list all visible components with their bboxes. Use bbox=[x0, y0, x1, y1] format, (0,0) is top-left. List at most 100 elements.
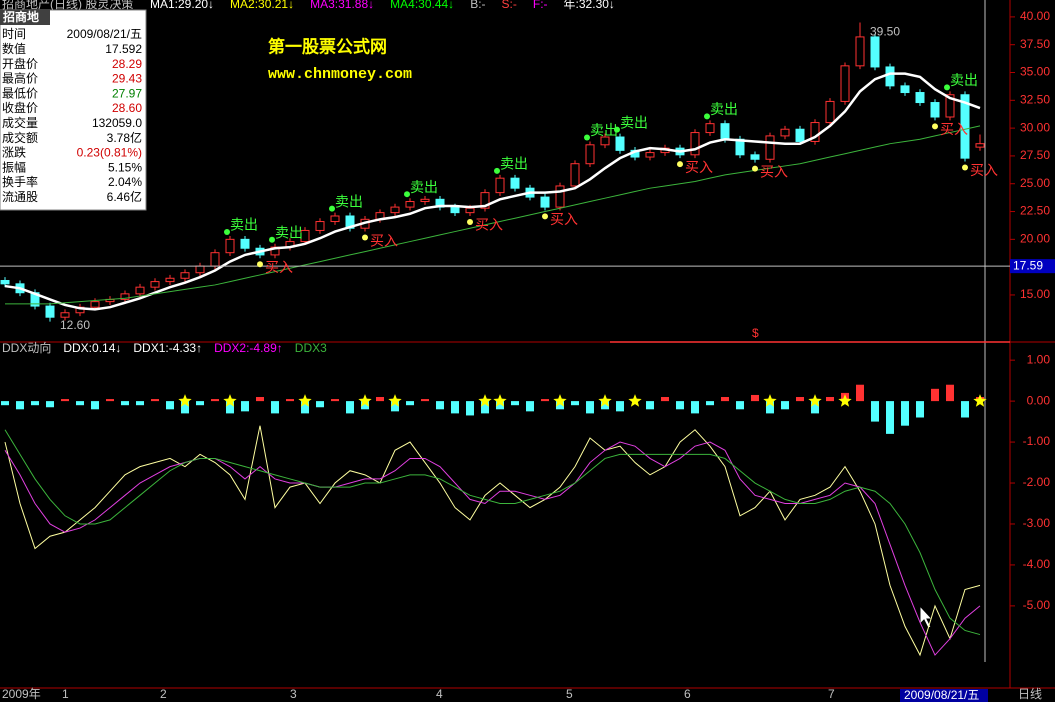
ddx-bar bbox=[331, 399, 339, 402]
ddx-bar bbox=[571, 401, 579, 406]
ddx-bar bbox=[301, 401, 309, 414]
info-value: 3.78亿 bbox=[107, 130, 142, 145]
header-title: 招商地产(日线) 股灵决策 bbox=[2, 0, 133, 11]
ddx-bar bbox=[886, 401, 894, 434]
sell-signal: 卖出 bbox=[500, 156, 528, 172]
ddx-bar bbox=[406, 401, 414, 406]
ddx-star bbox=[763, 394, 777, 407]
ddx-bar bbox=[451, 401, 459, 414]
ddx-bar bbox=[751, 394, 759, 402]
ddx-star bbox=[223, 394, 237, 407]
y-tick-label: -1.00 bbox=[1023, 434, 1051, 448]
ddx-bar bbox=[811, 401, 819, 414]
info-value: 17.592 bbox=[105, 42, 142, 56]
info-panel bbox=[0, 9, 147, 211]
indicator-line bbox=[5, 125, 981, 305]
y-tick-label: 20.00 bbox=[1020, 232, 1050, 246]
candle-body bbox=[225, 238, 235, 254]
header-item: MA1:29.20↓ bbox=[150, 0, 214, 11]
ddx-star bbox=[298, 394, 312, 407]
time-month: 6 bbox=[684, 687, 691, 701]
ddx-star bbox=[838, 394, 852, 407]
buy-icon bbox=[932, 123, 938, 130]
ddx-bar bbox=[376, 397, 384, 402]
ddx-bar bbox=[796, 397, 804, 402]
candle-body bbox=[795, 128, 805, 142]
candle-body bbox=[690, 132, 700, 156]
ddx-star bbox=[178, 394, 192, 407]
info-value: 2009/08/21/五 bbox=[67, 27, 142, 41]
candle-body bbox=[555, 185, 565, 208]
candle-body bbox=[915, 92, 925, 104]
info-label: 最高价 bbox=[2, 71, 38, 86]
candle-body bbox=[150, 281, 160, 288]
time-month: 2 bbox=[160, 687, 167, 701]
sell-icon bbox=[329, 205, 335, 212]
ddx-bar bbox=[901, 401, 909, 426]
y-tick-label: -3.00 bbox=[1023, 516, 1051, 530]
buy-signal: 买入 bbox=[940, 121, 968, 137]
ddx-bar bbox=[946, 384, 954, 402]
info-value: 27.97 bbox=[112, 86, 142, 100]
candle-body bbox=[825, 100, 835, 124]
ddx-star bbox=[808, 394, 822, 407]
ddx-star bbox=[478, 394, 492, 407]
y-tick-label: 40.00 bbox=[1020, 9, 1050, 23]
time-month: 5 bbox=[566, 687, 573, 701]
indicator-line bbox=[4, 441, 981, 656]
sell-signal: 卖出 bbox=[590, 122, 618, 138]
ddx-header: DDX2:-4.89↑ bbox=[214, 341, 283, 355]
header-item: MA3:31.88↓ bbox=[310, 0, 374, 11]
y-tick-label: 15.00 bbox=[1020, 287, 1050, 301]
y-tick-label: 32.50 bbox=[1020, 92, 1050, 106]
candle-body bbox=[120, 293, 130, 300]
candle-body bbox=[330, 215, 340, 223]
buy-icon bbox=[467, 218, 473, 225]
ddx-bar bbox=[706, 401, 714, 406]
ddx-bar bbox=[106, 399, 114, 402]
time-month: 1 bbox=[62, 687, 69, 701]
signal-mark: $ bbox=[752, 326, 759, 340]
time-date: 2009/08/21/五 bbox=[904, 688, 979, 702]
y-tick-label: 35.00 bbox=[1020, 65, 1050, 79]
sell-icon bbox=[704, 113, 710, 120]
buy-signal: 买入 bbox=[685, 159, 713, 175]
ddx-star bbox=[358, 394, 372, 407]
candle-body bbox=[450, 206, 460, 214]
ddx-bar bbox=[286, 399, 294, 402]
sell-signal: 卖出 bbox=[710, 101, 738, 117]
candle-body bbox=[570, 163, 580, 187]
ddx-star bbox=[388, 394, 402, 407]
time-period: 日线 bbox=[1018, 687, 1042, 701]
indicator-line bbox=[4, 425, 981, 657]
ddx-star bbox=[973, 394, 987, 407]
ddx-bar bbox=[361, 401, 369, 410]
y-tick-label: 22.50 bbox=[1020, 204, 1050, 218]
info-value: 132059.0 bbox=[92, 116, 142, 130]
ddx-bar bbox=[196, 401, 204, 406]
ddx-bar bbox=[256, 397, 264, 402]
header-item: F:- bbox=[533, 0, 548, 11]
sell-icon bbox=[614, 126, 620, 133]
candle-body bbox=[930, 102, 940, 118]
info-value: 2.04% bbox=[108, 175, 142, 189]
ddx-bar bbox=[421, 399, 429, 402]
info-label: 成交额 bbox=[2, 130, 38, 145]
ddx-bar bbox=[586, 401, 594, 414]
ddx-bar bbox=[691, 401, 699, 414]
ddx-bar bbox=[931, 388, 939, 402]
ddx-bar bbox=[826, 397, 834, 402]
candle-body bbox=[210, 252, 220, 267]
candle-body bbox=[165, 277, 175, 283]
ddx-bar bbox=[646, 401, 654, 410]
ddx-bar bbox=[466, 401, 474, 416]
ddx-bar bbox=[556, 401, 564, 410]
ddx-bar bbox=[121, 401, 129, 406]
info-label: 成交量 bbox=[2, 115, 38, 130]
header-item: B:- bbox=[470, 0, 485, 11]
buy-signal: 买入 bbox=[475, 217, 503, 233]
candle-body bbox=[840, 65, 850, 102]
ddx-bar bbox=[511, 401, 519, 406]
y-tick-label: -5.00 bbox=[1023, 598, 1051, 612]
ddx-bar bbox=[856, 384, 864, 402]
